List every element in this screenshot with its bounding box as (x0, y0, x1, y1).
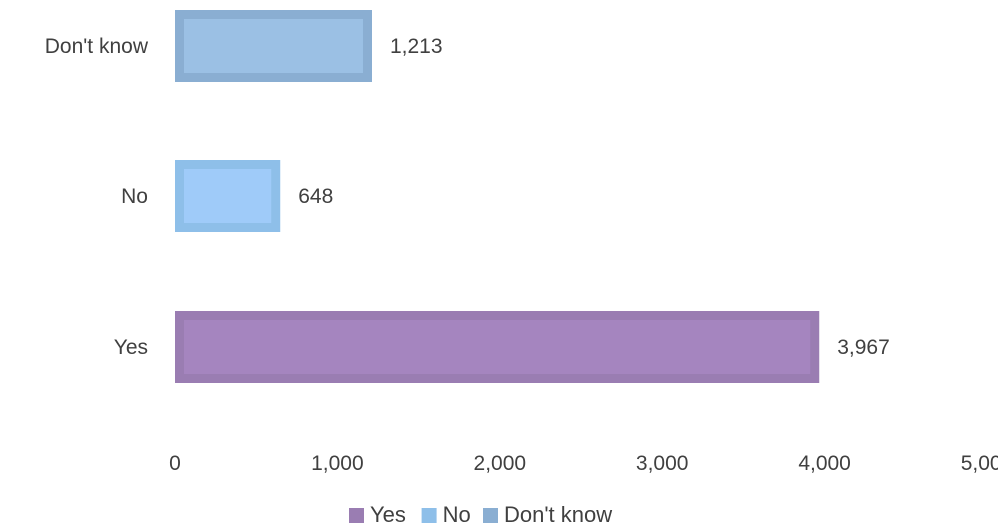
category-label-don-t-know: Don't know (45, 35, 149, 58)
legend-swatch-don-t-know (483, 508, 498, 523)
data-label-don-t-know: 1,213 (390, 35, 443, 58)
data-labels: 3,967 648 1,213 (298, 35, 890, 359)
legend: Yes No Don't know (349, 502, 612, 527)
x-tick-label: 2,000 (474, 452, 527, 475)
category-label-yes: Yes (114, 336, 148, 359)
legend-label-yes: Yes (370, 502, 406, 527)
bars-layer (175, 10, 820, 383)
category-labels: Yes No Don't know (45, 35, 149, 359)
data-label-no: 648 (298, 185, 333, 208)
x-tick-label: 1,000 (311, 452, 364, 475)
x-tick-label: 4,000 (798, 452, 851, 475)
legend-label-don-t-know: Don't know (504, 502, 612, 527)
x-tick-label: 0 (169, 452, 181, 475)
bar-no (175, 160, 281, 232)
category-label-no: No (121, 185, 148, 208)
legend-label-no: No (443, 502, 471, 527)
x-axis-ticks: 0 1,000 2,000 3,000 4,000 5,000 (169, 452, 998, 475)
data-label-yes: 3,967 (837, 336, 890, 359)
bar-don-t-know (175, 10, 372, 82)
legend-swatch-yes (349, 508, 364, 523)
x-tick-label: 5,000 (961, 452, 998, 475)
x-tick-label: 3,000 (636, 452, 689, 475)
bar-yes (175, 311, 820, 383)
legend-swatch-no (421, 508, 437, 523)
